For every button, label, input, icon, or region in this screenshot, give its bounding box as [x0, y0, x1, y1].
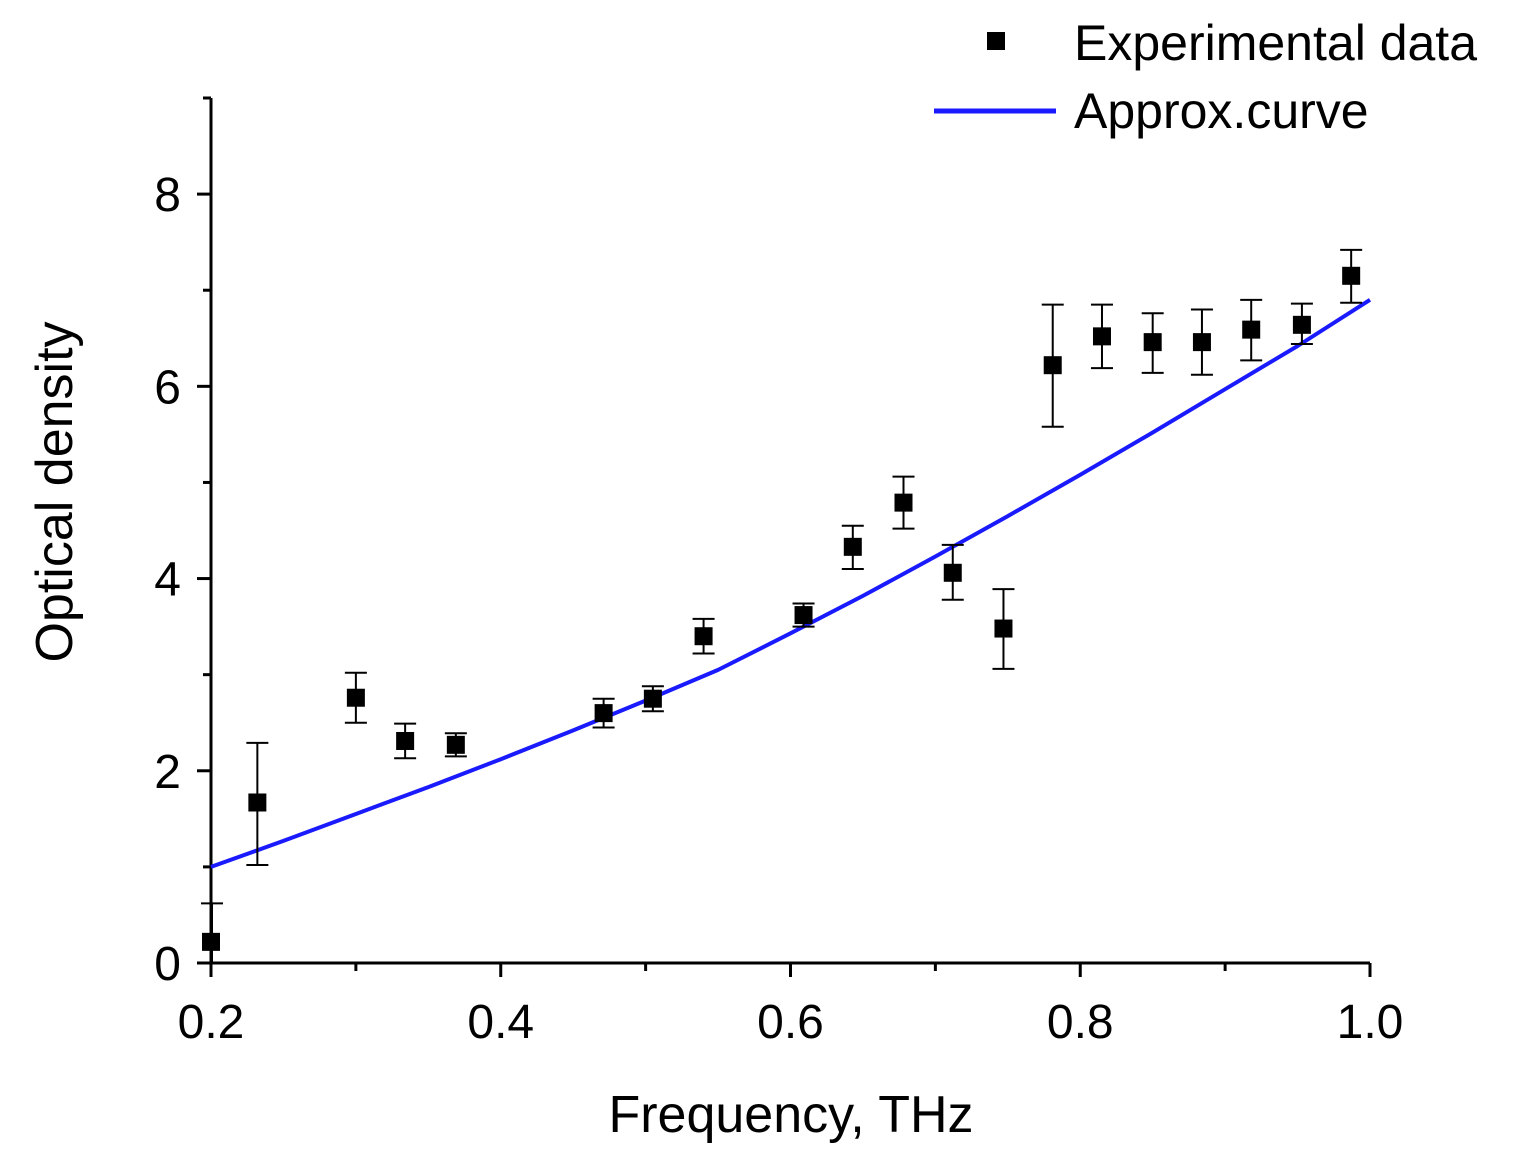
data-point	[1143, 333, 1162, 352]
x-tick-label: 1.0	[1337, 996, 1404, 1049]
data-point	[694, 627, 713, 646]
data-point	[396, 731, 415, 750]
axes	[209, 98, 1370, 965]
y-tick-label: 0	[154, 938, 181, 991]
data-point	[1242, 320, 1261, 339]
data-point	[346, 688, 365, 707]
data-point	[1342, 266, 1361, 285]
data-point	[794, 606, 813, 625]
x-tick-label: 0.4	[467, 996, 534, 1049]
data-point	[943, 563, 962, 582]
legend-label-experimental: Experimental data	[1074, 15, 1477, 71]
x-axis-title: Frequency, THz	[608, 1086, 973, 1144]
data-point	[894, 493, 913, 512]
y-axis-title: Optical density	[26, 321, 84, 662]
legend-marker-square	[987, 32, 1005, 50]
data-point	[1043, 356, 1062, 375]
x-tick-label: 0.8	[1047, 996, 1114, 1049]
ticks	[197, 96, 1372, 977]
approx-curve-line	[210, 298, 1372, 869]
legend-label-approx-curve: Approx.curve	[1074, 83, 1369, 139]
data-point	[643, 689, 662, 708]
y-tick-label: 6	[154, 361, 181, 414]
x-tick-label: 0.6	[757, 996, 824, 1049]
y-tick-label: 4	[154, 554, 181, 607]
data-point	[843, 537, 862, 556]
data-points	[202, 266, 1361, 951]
data-point	[1292, 315, 1311, 334]
error-bars	[201, 248, 1363, 964]
x-tick-label: 0.2	[178, 996, 245, 1049]
data-point	[1092, 327, 1111, 346]
data-point	[446, 735, 465, 754]
y-tick-label: 2	[154, 746, 181, 799]
data-point	[994, 619, 1013, 638]
data-point	[248, 793, 267, 812]
tick-labels: 0.2 0.4 0.6 0.8 1.0 0 2 4 6 8	[154, 169, 1403, 1049]
approx-curve-layer	[210, 298, 1372, 869]
data-point	[594, 704, 613, 723]
data-point	[202, 932, 220, 951]
legend: Experimental data Approx.curve	[934, 15, 1477, 139]
y-tick-label: 8	[154, 169, 181, 222]
data-point	[1192, 333, 1211, 352]
